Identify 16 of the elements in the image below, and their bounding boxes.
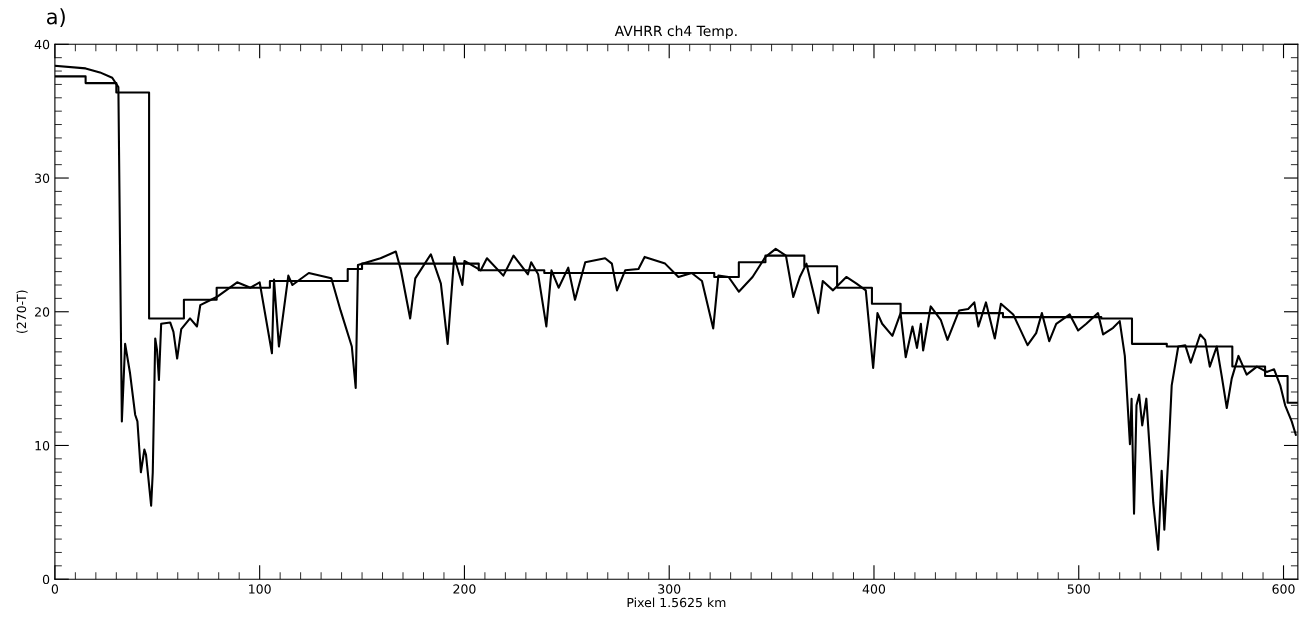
- y-tick-label: 40: [34, 39, 50, 50]
- x-tick-label: 300: [658, 584, 681, 594]
- y-tick-label: 10: [35, 440, 50, 451]
- y-tick-label: 20: [35, 307, 50, 317]
- y-axis-title: (270-T): [16, 290, 28, 333]
- text: a): [47, 8, 65, 27]
- x-tick-label: 400: [862, 584, 886, 594]
- x-tick-label: 100: [249, 584, 271, 594]
- y-tick-label: 30: [35, 173, 50, 183]
- y-tick-label: 0: [42, 574, 50, 585]
- x-axis-title: Pixel 1.5625 km: [627, 597, 726, 608]
- x-tick-label: 500: [1067, 584, 1090, 594]
- chart-title: AVHRR ch4 Temp.: [614, 25, 737, 39]
- x-tick-label: 600: [1272, 584, 1295, 594]
- x-tick-label: 200: [453, 584, 476, 594]
- x-tick-label: 0: [51, 584, 59, 594]
